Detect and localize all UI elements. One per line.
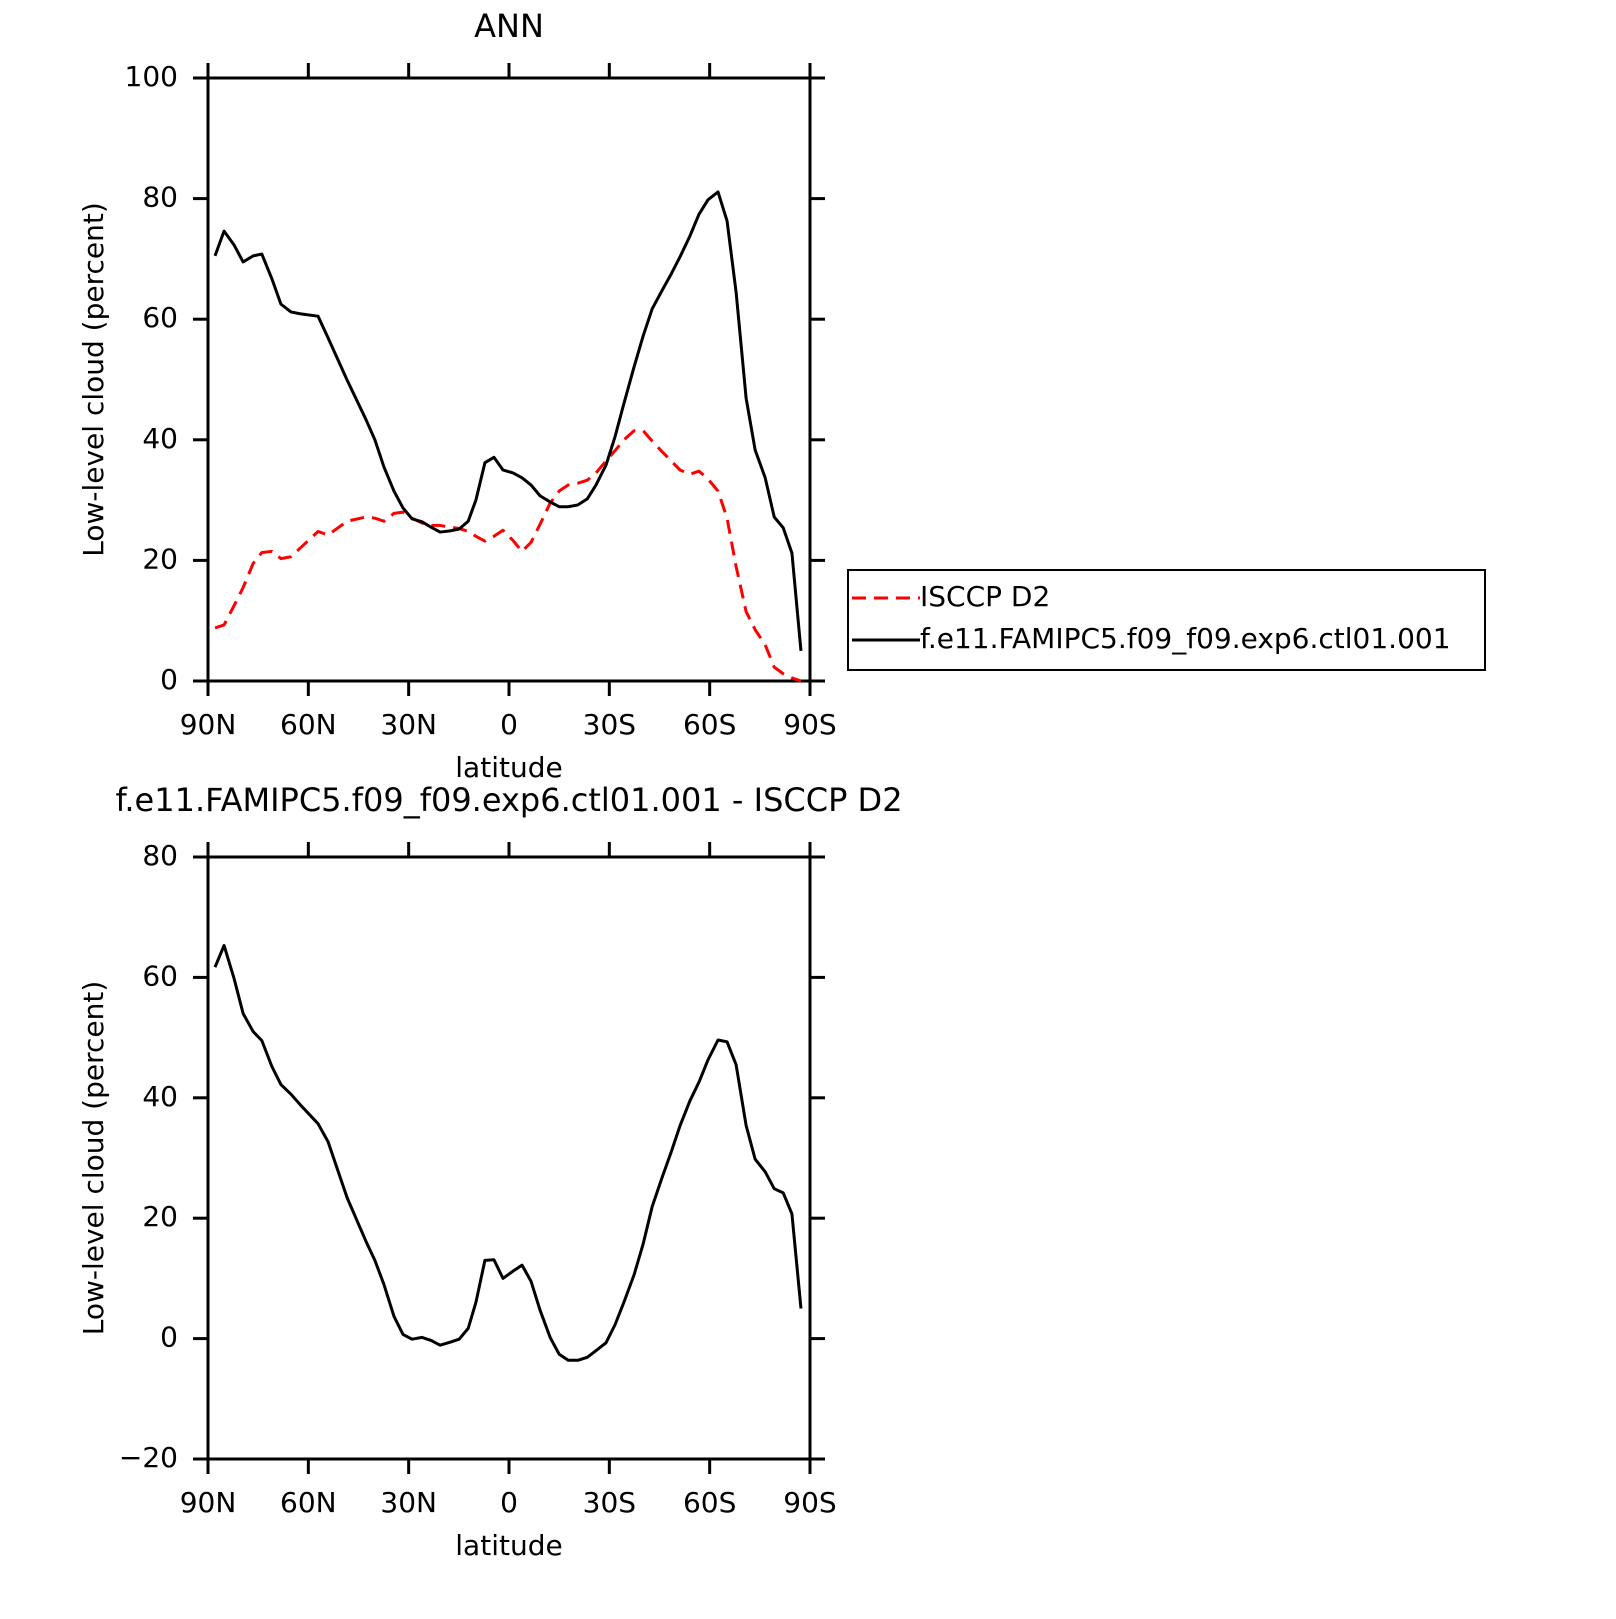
y-tick-label: 40: [142, 422, 178, 455]
y-tick-label: 80: [142, 181, 178, 214]
y-tick-label: 60: [142, 959, 178, 992]
x-tick-label: 60N: [280, 708, 337, 741]
chart-title: f.e11.FAMIPC5.f09_f09.exp6.ctl01.001 - I…: [115, 781, 902, 819]
x-axis-label: latitude: [455, 1529, 562, 1562]
y-tick-label: 20: [142, 1200, 178, 1233]
x-tick-label: 60S: [683, 708, 736, 741]
data-line: [214, 429, 802, 683]
legend-box: [847, 569, 1486, 671]
x-tick-label: 30S: [583, 1486, 636, 1519]
chart-title: ANN: [474, 7, 544, 45]
y-tick-label: 40: [142, 1080, 178, 1113]
y-tick-label: 60: [142, 301, 178, 334]
x-tick-label: 90N: [180, 1486, 237, 1519]
y-tick-label: 20: [142, 542, 178, 575]
x-tick-label: 30S: [583, 708, 636, 741]
x-axis-label: latitude: [455, 751, 562, 784]
plot-frame: [206, 76, 812, 683]
y-tick-label: 100: [125, 60, 178, 93]
plot-frame: [206, 855, 812, 1461]
x-tick-label: 90N: [180, 708, 237, 741]
legend-label: ISCCP D2: [920, 580, 1050, 613]
y-axis-label: Low-level cloud (percent): [77, 981, 110, 1336]
x-tick-label: 0: [500, 708, 518, 741]
data-line: [213, 190, 803, 651]
y-tick-label: 80: [142, 839, 178, 872]
x-tick-label: 0: [500, 1486, 518, 1519]
x-tick-label: 60S: [683, 1486, 736, 1519]
x-tick-label: 60N: [280, 1486, 337, 1519]
x-tick-label: 30N: [380, 708, 437, 741]
x-tick-label: 90S: [783, 1486, 836, 1519]
data-line: [213, 943, 803, 1362]
y-tick-label: −20: [119, 1441, 178, 1474]
x-tick-label: 90S: [783, 708, 836, 741]
y-tick-label: 0: [160, 663, 178, 696]
legend-label: f.e11.FAMIPC5.f09_f09.exp6.ctl01.001: [920, 622, 1451, 655]
y-axis-label: Low-level cloud (percent): [77, 202, 110, 557]
y-tick-label: 0: [160, 1321, 178, 1354]
x-tick-label: 30N: [380, 1486, 437, 1519]
